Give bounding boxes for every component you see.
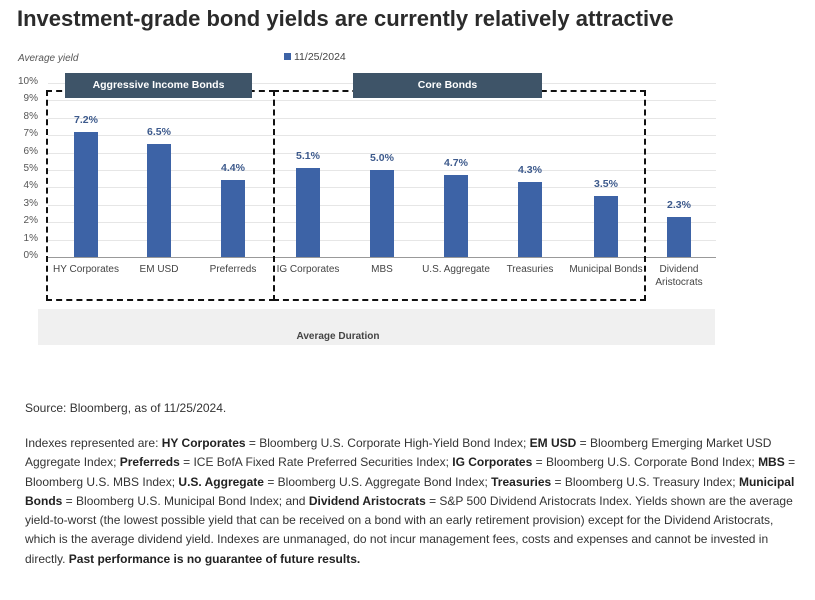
- index-name: MBS: [758, 455, 785, 470]
- x-tick-label: IG Corporates: [276, 264, 340, 275]
- note-text: = Bloomberg Emerging Market USD Aggregat…: [25, 436, 772, 470]
- x-tick-label: Preferreds: [209, 264, 257, 275]
- legend-swatch: [284, 53, 291, 60]
- x-tick-label: MBS: [371, 264, 393, 275]
- legend: 11/25/2024: [284, 51, 346, 63]
- note-text: = Bloomberg U.S. Corporate High-Yield Bo…: [245, 436, 530, 450]
- data-label: 4.3%: [518, 164, 542, 177]
- core-bonds-group-box: [273, 90, 646, 301]
- data-label: 6.5%: [147, 125, 171, 138]
- index-name: IG Corporates: [452, 455, 533, 470]
- note-text: = Bloomberg U.S. Municipal Bond Index; a…: [62, 493, 309, 508]
- index-name: Municipal Bonds: [25, 474, 795, 508]
- chart-title: Investment-grade bond yields are current…: [17, 6, 674, 31]
- aggressive-income-header: Aggressive Income Bonds: [65, 73, 252, 98]
- note-text: = ICE BofA Fixed Rate Preferred Securiti…: [179, 455, 453, 470]
- index-name: U.S. Aggregate: [178, 474, 264, 489]
- x-tick-label: Municipal Bonds: [569, 264, 643, 275]
- y-tick-label: 1%: [23, 232, 38, 244]
- bar: [444, 175, 468, 257]
- note-text: = S&P 500 Dividend Aristocrats Index. Yi…: [25, 493, 793, 566]
- bar: [221, 180, 245, 257]
- y-tick-label: 3%: [23, 197, 38, 209]
- note-text: Indexes represented are:: [25, 436, 162, 450]
- core-bonds-header: Core Bonds: [353, 73, 542, 98]
- bar: [370, 170, 394, 257]
- bar: [296, 168, 320, 257]
- duration-table: [38, 309, 715, 345]
- bar: [74, 131, 98, 257]
- bar: [594, 196, 618, 257]
- gridline: [48, 117, 716, 119]
- data-label: 7.2%: [74, 113, 98, 126]
- x-tick-label: HY Corporates: [53, 264, 119, 275]
- index-name: Preferreds: [119, 455, 180, 470]
- gridline: [48, 152, 716, 154]
- data-label: 5.0%: [370, 152, 394, 164]
- index-name: Dividend Aristocrats: [308, 493, 426, 508]
- y-tick-label: 4%: [23, 180, 38, 192]
- data-label: 4.4%: [221, 162, 245, 175]
- y-tick-label: 10%: [17, 76, 38, 87]
- x-tick-label: Dividend Aristocrats: [655, 264, 703, 288]
- y-tick-label: 0%: [23, 250, 38, 261]
- aggressive-income-group-box: [46, 90, 275, 301]
- gridline: [48, 135, 716, 137]
- y-tick-label: 2%: [23, 215, 38, 227]
- index-name: HY Corporates: [161, 436, 246, 450]
- index-name: EM USD: [529, 436, 577, 450]
- x-tick-label: EM USD: [139, 264, 179, 275]
- disclosure-notes: Indexes represented are: HY Corporates =…: [25, 434, 805, 569]
- data-label: 2.3%: [667, 198, 691, 211]
- note-text: = Bloomberg U.S. Corporate Bond Index;: [532, 455, 759, 470]
- bar: [147, 143, 171, 257]
- duration-label: Average Duration: [296, 331, 380, 342]
- x-axis-line: [48, 257, 716, 258]
- legend-label: 11/25/2024: [294, 51, 346, 63]
- x-tick-label: U.S. Aggregate: [422, 264, 490, 275]
- bar: [518, 182, 542, 257]
- y-tick-label: 6%: [23, 145, 38, 157]
- y-tick-label: 8%: [23, 110, 38, 122]
- index-name: Treasuries: [491, 474, 552, 489]
- note-text: = Bloomberg U.S. MBS Index;: [25, 455, 796, 489]
- note-text: = Bloomberg U.S. Treasury Index;: [551, 474, 739, 489]
- gridline: [48, 100, 716, 102]
- y-tick-label: 9%: [23, 93, 38, 105]
- x-tick-label: Treasuries: [506, 264, 554, 275]
- data-label: 3.5%: [594, 178, 618, 191]
- y-tick-label: 5%: [23, 163, 38, 174]
- source-note: Source: Bloomberg, as of 11/25/2024.: [25, 401, 227, 415]
- bar: [667, 216, 691, 257]
- index-name: Past performance is no guarantee of futu…: [68, 551, 361, 566]
- y-axis-label: Average yield: [18, 53, 79, 64]
- data-label: 5.1%: [296, 150, 320, 163]
- note-text: = Bloomberg U.S. Aggregate Bond Index;: [263, 474, 492, 489]
- data-label: 4.7%: [444, 157, 468, 170]
- y-tick-label: 7%: [23, 128, 38, 140]
